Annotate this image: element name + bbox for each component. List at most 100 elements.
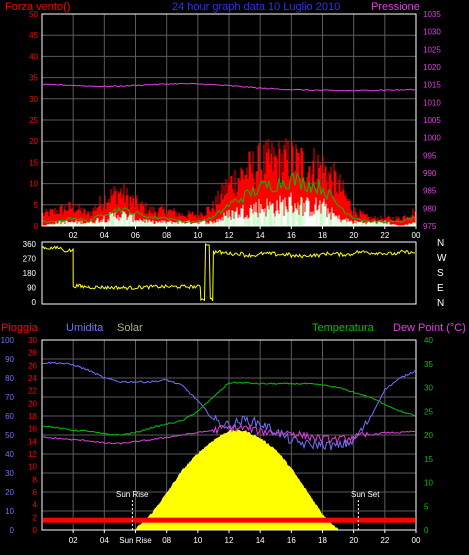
panel1-right-tick-label: 975 — [423, 222, 437, 231]
rain-tick-label: 22 — [28, 387, 37, 396]
panel3-x-tick-label: 16 — [287, 536, 296, 545]
panel1-left-tick-label: 35 — [29, 74, 38, 83]
panel2-frame — [41, 241, 417, 305]
panel3-x-tick-label: 22 — [380, 536, 389, 545]
temperature-tick-label: 0 — [424, 526, 429, 535]
panel2-left-tick-label: 180 — [23, 269, 37, 278]
panel1-right-tick-label: 1005 — [423, 116, 441, 125]
temperature-tick-label: 25 — [424, 407, 433, 416]
wind-average-line — [42, 172, 416, 224]
humidity-tick-label: 60 — [5, 412, 14, 421]
sun-rise-label: Sun Rise — [116, 490, 149, 499]
panel1-left-tick-label: 10 — [29, 180, 38, 189]
rain-tick-label: 0 — [33, 526, 38, 535]
panel1-left-tick-label: 25 — [29, 116, 38, 125]
panel3-x-tick-label: 00 — [412, 536, 421, 545]
rain-tick-label: 28 — [28, 349, 37, 358]
panel1-x-tick-label: 04 — [100, 231, 109, 240]
panel1-left-tick-label: 5 — [34, 201, 39, 210]
panel3-x-tick-label: 20 — [349, 536, 358, 545]
panel2-series — [41, 242, 415, 302]
panel3-x-tick-label: 04 — [100, 536, 109, 545]
panel1-right-axis: 975 980 985 990 995 1000 1005 1010 1015 1020 1025 1… — [423, 10, 441, 231]
panel1-left-tick-label: 40 — [29, 52, 38, 61]
temperatura-label: Temperatura — [312, 322, 375, 334]
panel1-left-label: Forza vento() — [5, 1, 70, 13]
panel3-x-tick-label: 10 — [193, 536, 202, 545]
dew-point-line — [42, 423, 416, 446]
rain-tick-label: 6 — [33, 488, 38, 497]
panel1-right-tick-label: 1010 — [423, 98, 441, 107]
umidita-label: Umidita — [66, 322, 104, 334]
panel1-x-tick-label: 10 — [193, 231, 202, 240]
rain-tick-label: 16 — [28, 425, 37, 434]
rain-tick-label: 8 — [33, 475, 38, 484]
panel2-left-tick-label: 90 — [27, 284, 36, 293]
rain-tick-label: 12 — [28, 450, 37, 459]
panel1-x-axis: 02 04 06 08 10 12 14 16 18 20 22 00 — [69, 226, 421, 240]
panel1-x-tick-label: 00 — [412, 231, 421, 240]
temperature-line — [42, 381, 416, 436]
panel3-x-tick-label: 02 — [69, 536, 78, 545]
panel1-right-tick-label: 980 — [423, 204, 437, 213]
panel1-x-tick-label: 14 — [256, 231, 265, 240]
panel3-x-tick-label: 12 — [225, 536, 234, 545]
rain-tick-label: 24 — [28, 374, 37, 383]
pressure-line — [42, 82, 416, 92]
temperature-tick-label: 20 — [424, 431, 433, 440]
panel3-x-tick-label: 14 — [256, 536, 265, 545]
rain-tick-label: 26 — [28, 361, 37, 370]
panel1-right-tick-label: 985 — [423, 187, 437, 196]
compass-letter: N — [437, 298, 444, 309]
rain-band — [43, 517, 415, 523]
panel1-right-tick-label: 1035 — [423, 10, 441, 19]
sun-set-label: Sun Set — [351, 490, 380, 499]
temperature-tick-label: 15 — [424, 455, 433, 464]
panel1-left-tick-label: 0 — [34, 222, 39, 231]
humidity-tick-label: 50 — [5, 431, 14, 440]
humidity-tick-label: 0 — [10, 526, 15, 535]
panel3-humidity-axis: 0 10 20 30 40 50 60 70 80 90 100 — [1, 336, 15, 535]
panel3-x-tick-label: 08 — [162, 536, 171, 545]
panel1-right-tick-label: 1020 — [423, 63, 441, 72]
panel1-x-tick-label: 06 — [131, 231, 140, 240]
panel2-left-tick-label: 0 — [32, 298, 37, 307]
rain-tick-label: 14 — [28, 437, 37, 446]
panel1-x-tick-label: 20 — [349, 231, 358, 240]
panel1-x-tick-label: 22 — [380, 231, 389, 240]
wind-direction-line — [41, 242, 415, 302]
temperature-tick-label: 35 — [424, 360, 433, 369]
pioggia-label: Pioggia — [1, 322, 39, 334]
panel2-left-axis: 0 90 180 270 360 — [23, 240, 37, 307]
panel1-right-tick-label: 1030 — [423, 28, 441, 37]
panel1-x-tick-label: 16 — [287, 231, 296, 240]
panel3-x-axis: 02 04 Sun Rise 08 10 12 14 16 18 20 22 00 — [69, 530, 421, 545]
panel1-x-tick-label: 02 — [69, 231, 78, 240]
compass-letter: S — [437, 268, 444, 279]
humidity-tick-label: 70 — [5, 393, 14, 402]
humidity-tick-label: 20 — [5, 488, 14, 497]
panel2-left-tick-label: 360 — [23, 240, 37, 249]
rain-tick-label: 18 — [28, 412, 37, 421]
rain-tick-label: 30 — [28, 336, 37, 345]
rain-tick-label: 2 — [33, 513, 38, 522]
panel1-left-tick-label: 20 — [29, 137, 38, 146]
humidity-tick-label: 90 — [5, 355, 14, 364]
panel1-x-tick-label: 18 — [318, 231, 327, 240]
temperature-tick-label: 40 — [424, 336, 433, 345]
panel1-left-tick-label: 50 — [29, 10, 38, 19]
panel2-left-tick-label: 270 — [23, 255, 37, 264]
panel3-x-tick-label: Sun Rise — [119, 536, 152, 545]
panel1-right-label: Pressione — [371, 1, 420, 13]
panel1-right-tick-label: 1000 — [423, 134, 441, 143]
panel3-temperature-axis: 0 5 10 15 20 25 30 35 40 — [424, 336, 433, 535]
panel1-right-tick-label: 1015 — [423, 81, 441, 90]
rain-tick-label: 20 — [28, 399, 37, 408]
panel1-left-tick-label: 30 — [29, 95, 38, 104]
panel1-x-tick-label: 08 — [162, 231, 171, 240]
humidity-tick-label: 100 — [1, 336, 15, 345]
humidity-tick-label: 30 — [5, 469, 14, 478]
